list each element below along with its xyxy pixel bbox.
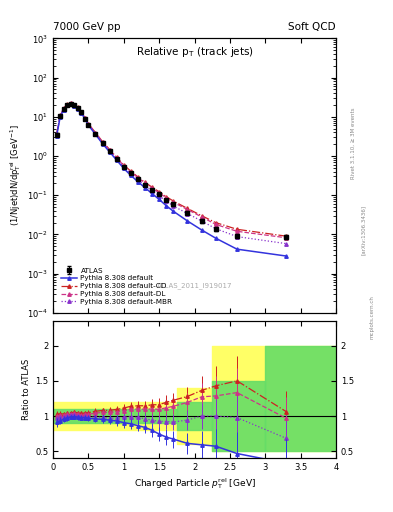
Text: Relative p$_\mathrm{T}$ (track jets): Relative p$_\mathrm{T}$ (track jets) [136,45,253,59]
Text: [arXiv:1306.3436]: [arXiv:1306.3436] [361,205,366,255]
Legend: ATLAS, Pythia 8.308 default, Pythia 8.308 default-CD, Pythia 8.308 default-DL, P: ATLAS, Pythia 8.308 default, Pythia 8.30… [59,266,174,307]
Text: mcplots.cern.ch: mcplots.cern.ch [369,295,375,339]
Text: 7000 GeV pp: 7000 GeV pp [53,22,121,32]
Text: ATLAS_2011_I919017: ATLAS_2011_I919017 [157,282,232,289]
Text: Soft QCD: Soft QCD [288,22,336,32]
Y-axis label: (1/Njet)dN/dp$_\mathrm{T}^\mathrm{rel}$ [GeV$^{-1}$]: (1/Njet)dN/dp$_\mathrm{T}^\mathrm{rel}$ … [8,125,23,226]
Y-axis label: Ratio to ATLAS: Ratio to ATLAS [22,359,31,420]
Text: Rivet 3.1.10, ≥ 3M events: Rivet 3.1.10, ≥ 3M events [351,108,356,179]
X-axis label: Charged Particle $p_\mathrm{T}^\mathrm{rel}$ [GeV]: Charged Particle $p_\mathrm{T}^\mathrm{r… [134,476,255,491]
